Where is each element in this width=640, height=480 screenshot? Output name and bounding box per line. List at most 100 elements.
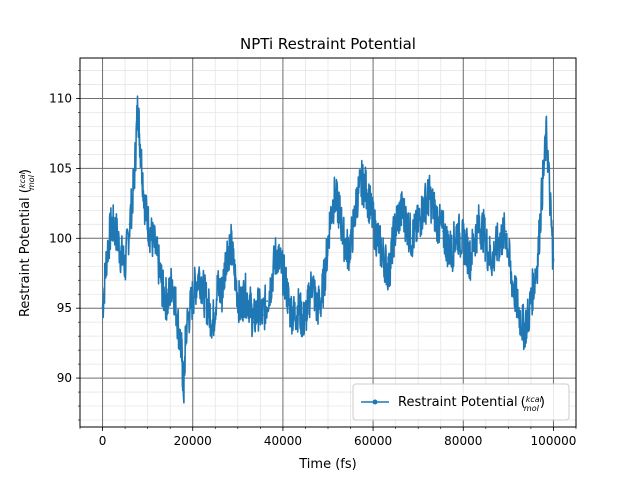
- y-axis-label: Restraint Potential (kcalmol): [18, 169, 36, 317]
- data-point: [288, 307, 291, 310]
- data-point: [518, 314, 521, 317]
- data-point: [415, 230, 417, 233]
- data-point: [482, 230, 485, 233]
- data-point: [136, 104, 139, 107]
- data-point: [124, 265, 126, 268]
- data-point: [284, 279, 287, 282]
- y-axis-unit-denominator: mol: [27, 174, 36, 190]
- data-point: [383, 258, 386, 261]
- data-point: [473, 237, 476, 240]
- data-point: [469, 258, 471, 261]
- series-layer: [101, 95, 555, 404]
- legend-unit-numerator: kcal: [526, 395, 543, 404]
- data-point: [464, 244, 467, 247]
- data-point: [401, 209, 404, 212]
- data-point: [180, 349, 183, 351]
- legend-unit-denominator: mol: [524, 404, 540, 413]
- data-point: [234, 279, 237, 282]
- data-point: [119, 251, 122, 254]
- y-axis: 90 95 100 105 110: [49, 70, 80, 421]
- data-point: [446, 244, 449, 247]
- data-point: [257, 307, 259, 310]
- x-tick-label: 100000: [531, 434, 577, 448]
- data-point: [342, 237, 345, 240]
- data-point: [379, 244, 381, 247]
- data-point: [162, 293, 165, 296]
- data-point: [324, 265, 327, 268]
- legend-entry: Restraint Potential (kcal mol): [398, 395, 545, 413]
- data-point: [133, 181, 136, 184]
- legend-box: [352, 383, 570, 421]
- data-point: [203, 293, 205, 296]
- data-point: [545, 132, 548, 135]
- data-point: [374, 230, 377, 233]
- y-tick-label: 105: [49, 161, 72, 175]
- data-point: [514, 293, 516, 296]
- chart-title: NPTi Restraint Potential: [240, 35, 416, 53]
- data-point: [189, 307, 192, 310]
- data-point: [306, 307, 309, 310]
- x-tick-label: 20000: [174, 434, 212, 448]
- data-point: [110, 223, 113, 226]
- data-point: [144, 209, 147, 212]
- data-point: [365, 188, 368, 191]
- data-point: [541, 188, 544, 191]
- data-point: [216, 286, 219, 289]
- y-axis-unit-numerator: kcal: [18, 171, 27, 188]
- data-point: [212, 321, 214, 324]
- data-point: [128, 223, 131, 226]
- data-point: [388, 272, 390, 275]
- data-point: [243, 293, 246, 296]
- x-tick-label: 40000: [264, 434, 302, 448]
- legend-unit-open: (: [521, 395, 526, 410]
- data-point: [171, 279, 174, 282]
- data-point: [397, 216, 399, 219]
- data-point: [293, 314, 296, 317]
- data-point: [266, 300, 268, 303]
- legend: Restraint Potential (kcal mol): [352, 383, 570, 421]
- data-point: [433, 209, 435, 212]
- data-point: [221, 293, 223, 296]
- data-point: [532, 286, 535, 289]
- data-point: [239, 307, 242, 310]
- data-point: [347, 251, 350, 254]
- y-tick-label: 110: [49, 92, 72, 106]
- data-point: [320, 300, 323, 303]
- data-point: [509, 272, 512, 275]
- data-point: [167, 300, 169, 303]
- data-point: [252, 321, 255, 324]
- data-point: [496, 244, 498, 247]
- data-point: [406, 223, 408, 226]
- data-point: [329, 216, 332, 219]
- data-point: [523, 328, 525, 331]
- data-point: [261, 314, 264, 317]
- data-point: [311, 279, 314, 282]
- data-point: [392, 237, 395, 240]
- y-axis-label-text: Restraint Potential (: [18, 188, 33, 317]
- data-point: [442, 230, 444, 233]
- data-point: [115, 230, 117, 233]
- data-point: [225, 251, 228, 254]
- data-point: [455, 230, 458, 233]
- data-point: [478, 223, 480, 226]
- data-point: [552, 258, 555, 261]
- data-point: [356, 195, 359, 198]
- data-point: [505, 230, 507, 233]
- data-point: [140, 153, 142, 156]
- data-point: [248, 300, 251, 303]
- data-point: [351, 230, 354, 233]
- data-point: [297, 307, 300, 310]
- y-tick-label: 90: [57, 371, 72, 385]
- data-point: [428, 195, 431, 198]
- data-point: [410, 237, 413, 240]
- data-point: [153, 244, 156, 247]
- data-point: [279, 265, 282, 268]
- data-point: [194, 286, 196, 289]
- data-point: [158, 265, 160, 268]
- data-point: [500, 237, 503, 240]
- data-point: [451, 251, 453, 254]
- x-tick-label: 80000: [444, 434, 482, 448]
- legend-marker: [372, 399, 378, 405]
- data-point: [101, 307, 104, 310]
